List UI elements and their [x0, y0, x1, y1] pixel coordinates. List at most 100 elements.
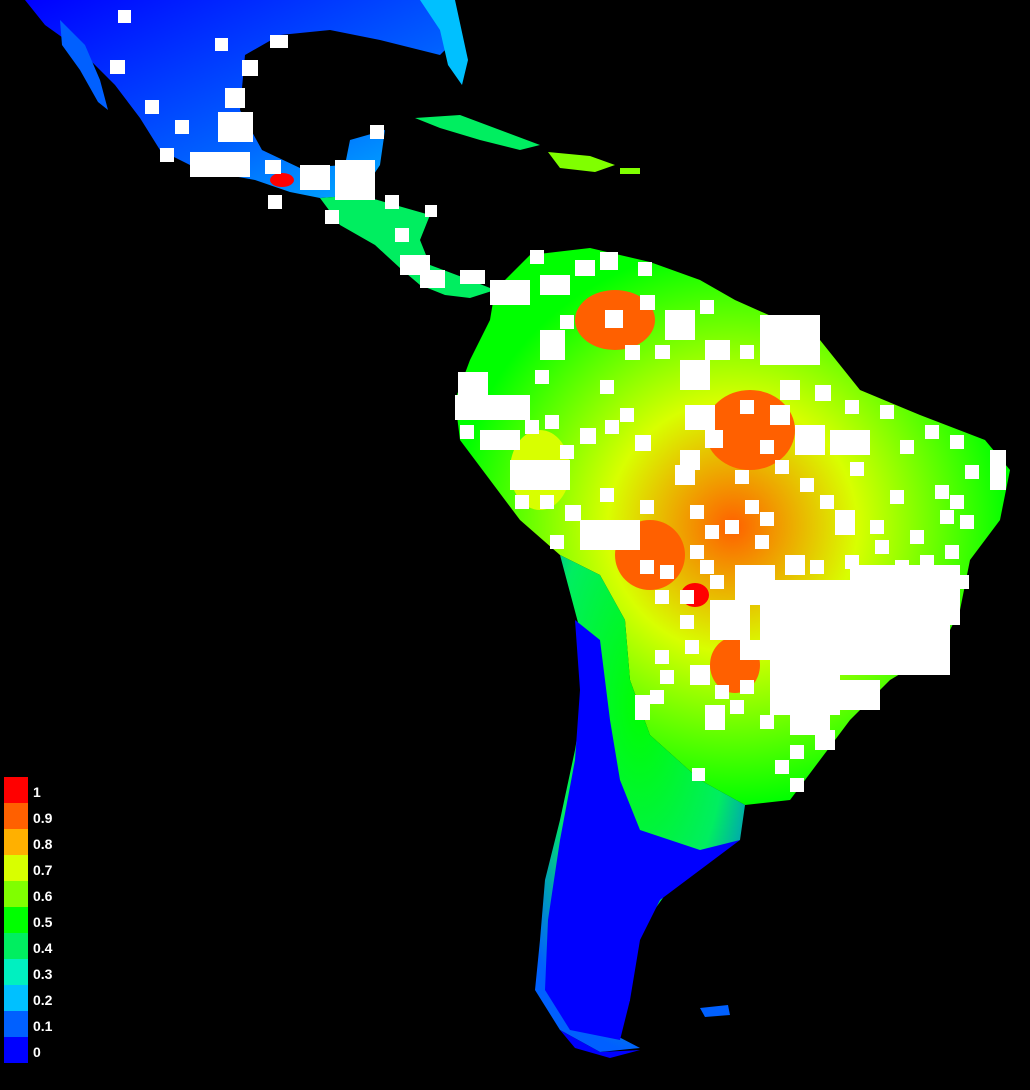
occurrence-point [625, 345, 640, 360]
occurrence-point [785, 555, 805, 575]
andes-coast [545, 620, 740, 1040]
legend-item: 0.5 [4, 907, 74, 933]
occurrence-point [420, 270, 445, 288]
occurrence-point [225, 88, 245, 108]
occurrence-point [640, 560, 654, 574]
occurrence-point [950, 435, 964, 449]
legend-label: 1 [33, 784, 41, 800]
occurrence-point [730, 700, 744, 714]
occurrence-point [850, 462, 864, 476]
occurrence-point [780, 380, 800, 400]
legend-item: 0.4 [4, 933, 74, 959]
occurrence-point [490, 280, 530, 305]
legend-label: 0 [33, 1044, 41, 1060]
occurrence-point [680, 360, 710, 390]
occurrence-point [990, 450, 1006, 490]
occurrence-point [705, 705, 725, 730]
legend-label: 0.5 [33, 914, 53, 930]
hispaniola [548, 152, 615, 172]
occurrence-point [790, 778, 804, 792]
legend-item: 0.2 [4, 985, 74, 1011]
occurrence-point [740, 680, 754, 694]
occurrence-point [680, 615, 694, 629]
occurrence-point [635, 695, 650, 720]
cuba [415, 115, 540, 150]
occurrence-point [870, 520, 884, 534]
legend-label: 0.7 [33, 862, 53, 878]
legend-item: 0.3 [4, 959, 74, 985]
occurrence-point [620, 408, 634, 422]
occurrence-point [680, 590, 694, 604]
occurrence-point [540, 275, 570, 295]
occurrence-point [705, 340, 730, 360]
occurrence-point [605, 420, 619, 434]
occurrence-point [910, 530, 924, 544]
occurrence-point [370, 125, 384, 139]
occurrence-point [775, 760, 789, 774]
occurrence-point [242, 60, 258, 76]
occurrence-point [640, 500, 654, 514]
occurrence-point [770, 405, 790, 425]
legend-label: 0.6 [33, 888, 53, 904]
legend: 1 0.9 0.8 0.7 0.6 0.5 0.4 0.3 0.2 0.1 0 [4, 777, 74, 1063]
legend-label: 0.4 [33, 940, 53, 956]
occurrence-point [525, 420, 539, 434]
legend-item: 1 [4, 777, 74, 803]
occurrence-point [395, 228, 409, 242]
occurrence-point [770, 655, 840, 715]
occurrence-point [110, 60, 125, 74]
occurrence-point [700, 560, 714, 574]
legend-swatch [4, 907, 28, 933]
high-suitability-mexico [270, 173, 294, 187]
occurrence-point [960, 515, 974, 529]
occurrence-point [540, 330, 565, 360]
occurrence-point [460, 425, 474, 439]
occurrence-point [145, 100, 159, 114]
occurrence-markers [110, 10, 1006, 792]
legend-swatch [4, 1011, 28, 1037]
falklands [700, 1005, 730, 1017]
occurrence-point [740, 640, 760, 660]
occurrence-point [760, 715, 774, 729]
occurrence-point [635, 435, 651, 451]
occurrence-point [815, 385, 831, 401]
florida [420, 0, 468, 85]
legend-item: 0.8 [4, 829, 74, 855]
occurrence-point [745, 500, 759, 514]
occurrence-point [760, 512, 774, 526]
occurrence-point [600, 380, 614, 394]
occurrence-point [850, 565, 960, 625]
occurrence-point [690, 545, 704, 559]
occurrence-point [790, 745, 804, 759]
occurrence-point [945, 545, 959, 559]
occurrence-point [835, 510, 855, 535]
legend-swatch [4, 881, 28, 907]
occurrence-point [815, 730, 835, 750]
occurrence-point [660, 670, 674, 684]
occurrence-point [690, 665, 710, 685]
occurrence-point [710, 600, 750, 640]
occurrence-point [335, 160, 375, 200]
legend-label: 0.2 [33, 992, 53, 1008]
occurrence-point [845, 400, 859, 414]
occurrence-point [775, 460, 789, 474]
legend-item: 0.9 [4, 803, 74, 829]
occurrence-point [655, 650, 669, 664]
occurrence-point [545, 415, 559, 429]
legend-swatch [4, 933, 28, 959]
legend-swatch [4, 803, 28, 829]
occurrence-point [265, 160, 281, 174]
occurrence-point [820, 495, 834, 509]
legend-swatch [4, 959, 28, 985]
occurrence-point [268, 195, 282, 209]
patagonia-tip [560, 1030, 640, 1058]
occurrence-point [890, 490, 904, 504]
legend-item: 0.7 [4, 855, 74, 881]
occurrence-point [638, 262, 652, 276]
occurrence-point [690, 505, 704, 519]
occurrence-point [715, 685, 729, 699]
occurrence-point [160, 148, 174, 162]
occurrence-point [705, 430, 723, 448]
occurrence-point [740, 345, 754, 359]
